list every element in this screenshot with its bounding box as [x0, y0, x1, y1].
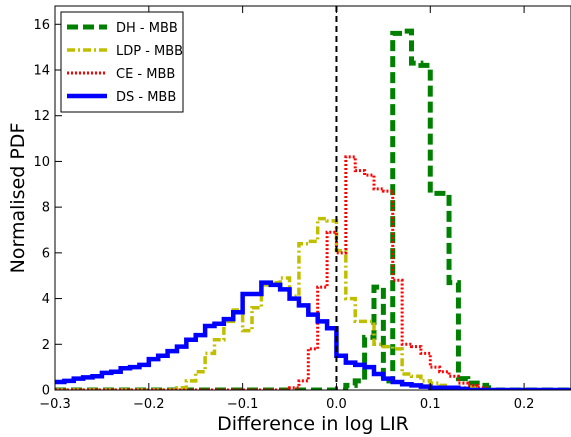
y-tick-label: 16 [33, 18, 50, 33]
series-ds-mbb [55, 280, 571, 390]
legend-label: CE - MBB [116, 67, 175, 82]
y-tick-label: 4 [42, 292, 50, 307]
series-dh-mbb [55, 28, 571, 390]
legend-label: DS - MBB [116, 90, 176, 105]
y-axis-label: Normalised PDF [7, 123, 29, 274]
legend-label: DH - MBB [116, 21, 178, 36]
y-axis: 0 2 4 6 8 10 12 14 16 [33, 18, 62, 399]
y-tick-label: 2 [42, 338, 50, 353]
x-tick-label: 0.2 [514, 397, 535, 412]
y-tick-label: 10 [33, 155, 50, 170]
y-tick-label: 6 [42, 246, 50, 261]
series-ce-mbb [55, 155, 571, 390]
x-axis: −0.3 −0.2 −0.1 0.0 0.1 0.2 [39, 6, 534, 412]
y-tick-label: 0 [42, 384, 50, 399]
y-tick-label: 8 [42, 201, 50, 216]
x-axis-label: Difference in log LIR [217, 413, 409, 435]
x-tick-label: 0.1 [420, 397, 441, 412]
x-tick-label: −0.1 [227, 397, 259, 412]
series-layer [55, 28, 571, 390]
legend-label: LDP - MBB [116, 44, 183, 59]
legend: DH - MBB LDP - MBB CE - MBB DS - MBB [60, 11, 184, 113]
x-tick-label: −0.3 [39, 397, 71, 412]
y-tick-label: 12 [33, 109, 50, 124]
plot-frame [54, 5, 571, 391]
series-ldp-mbb [55, 216, 571, 390]
x-tick-label: 0.0 [326, 397, 347, 412]
x-tick-label: −0.2 [133, 397, 165, 412]
y-tick-label: 14 [33, 64, 50, 79]
